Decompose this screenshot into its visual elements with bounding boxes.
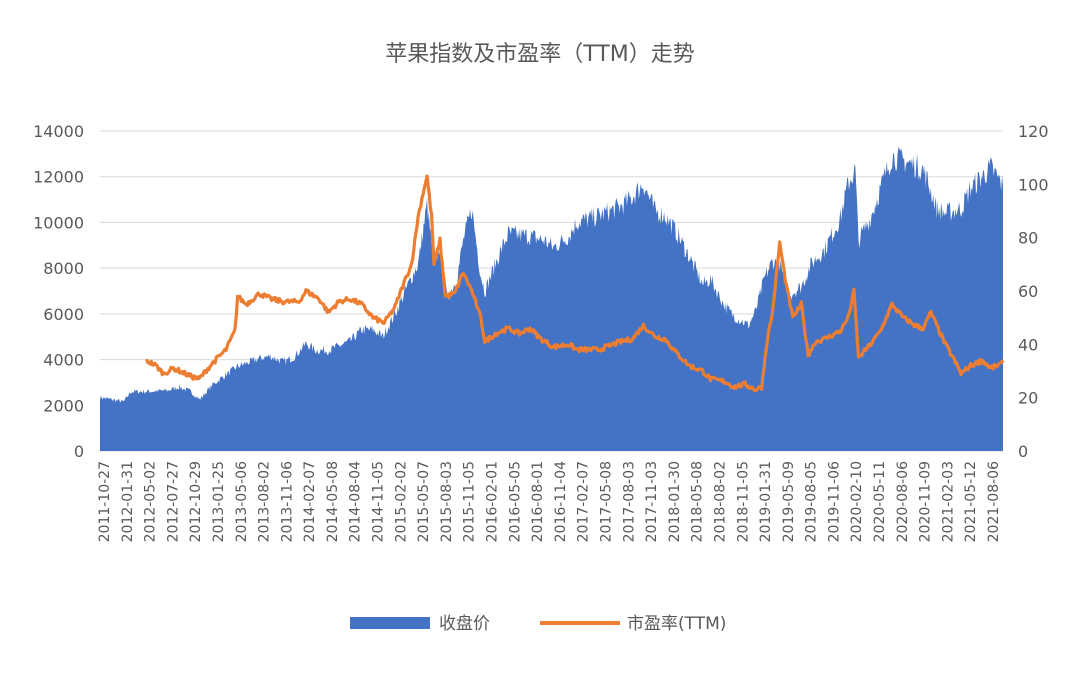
x-tick-label: 2018-05-08 (690, 461, 706, 542)
x-tick-label: 2013-08-02 (257, 461, 273, 542)
right-y-tick-label: 40 (1018, 335, 1038, 354)
x-tick-label: 2012-05-02 (143, 461, 159, 542)
legend-swatch-close-price (350, 617, 430, 629)
legend: 收盘价 市盈率(TTM) (350, 614, 726, 634)
x-tick-label: 2019-05-09 (781, 461, 797, 542)
left-y-tick-label: 8000 (43, 259, 84, 278)
left-y-tick-label: 14000 (33, 122, 84, 141)
x-tick-label: 2015-11-05 (462, 461, 478, 542)
legend-label-pe-ttm: 市盈率(TTM) (627, 614, 726, 634)
x-tick-label: 2012-07-27 (165, 461, 181, 542)
x-tick-label: 2020-11-09 (918, 461, 934, 542)
x-tick-label: 2020-02-10 (849, 461, 865, 542)
right-y-tick-label: 20 (1018, 389, 1038, 408)
left-y-tick-label: 0 (74, 442, 84, 461)
x-tick-label: 2015-02-02 (393, 461, 409, 542)
left-y-tick-label: 10000 (33, 213, 84, 232)
x-tick-label: 2021-02-03 (940, 461, 956, 542)
close-price-area (100, 146, 1003, 451)
x-tick-label: 2020-05-11 (872, 461, 888, 542)
left-y-tick-label: 2000 (43, 396, 84, 415)
pe-ttm-line-series (144, 174, 1005, 393)
x-tick-label: 2016-02-01 (485, 461, 501, 542)
right-y-tick-label: 0 (1018, 442, 1028, 461)
x-tick-label: 2021-08-06 (986, 461, 1002, 542)
x-tick-label: 2013-11-06 (279, 461, 295, 542)
left-y-axis: 0 2000 4000 6000 8000 10000 12000 14000 (33, 122, 84, 461)
x-tick-label: 2019-08-05 (804, 461, 820, 542)
x-tick-label: 2015-08-03 (439, 461, 455, 542)
chart-title: 苹果指数及市盈率（TTM）走势 (385, 42, 694, 67)
x-tick-label: 2013-05-06 (234, 461, 250, 542)
x-tick-label: 2012-01-31 (120, 461, 136, 542)
x-tick-label: 2016-05-05 (507, 461, 523, 542)
x-tick-label: 2019-01-31 (758, 461, 774, 542)
x-tick-label: 2017-11-03 (644, 461, 660, 542)
right-y-tick-label: 80 (1018, 229, 1038, 248)
x-tick-label: 2020-08-06 (895, 461, 911, 542)
x-tick-label: 2015-05-07 (416, 461, 432, 542)
x-tick-label: 2017-05-08 (599, 461, 615, 542)
x-tick-label: 2016-11-04 (553, 461, 569, 542)
x-tick-label: 2012-10-29 (188, 461, 204, 542)
pe-ttm-line (144, 174, 1005, 393)
left-y-tick-label: 6000 (43, 305, 84, 324)
left-y-tick-label: 12000 (33, 168, 84, 187)
right-y-tick-label: 60 (1018, 282, 1038, 301)
x-tick-label: 2014-11-05 (371, 461, 387, 542)
close-price-area-series (100, 146, 1003, 451)
right-y-tick-label: 100 (1018, 175, 1049, 194)
x-tick-label: 2017-08-03 (621, 461, 637, 542)
x-tick-label: 2011-10-27 (97, 461, 113, 542)
legend-label-close-price: 收盘价 (439, 614, 490, 634)
x-tick-label: 2018-01-30 (667, 461, 683, 542)
x-tick-label: 2016-08-01 (530, 461, 546, 542)
x-tick-label: 2021-05-12 (963, 461, 979, 542)
x-tick-label: 2014-08-04 (348, 461, 364, 542)
x-tick-label: 2019-11-06 (826, 461, 842, 542)
right-y-axis: 0 20 40 60 80 100 120 (1018, 122, 1049, 461)
x-tick-label: 2014-05-08 (325, 461, 341, 542)
x-tick-label: 2017-02-07 (576, 461, 592, 542)
right-y-tick-label: 120 (1018, 122, 1049, 141)
x-tick-label: 2014-02-07 (302, 461, 318, 542)
x-axis: 2011-10-27 2012-01-31 2012-05-02 2012-07-27… (97, 461, 1002, 542)
x-tick-label: 2018-11-05 (735, 461, 751, 542)
left-y-tick-label: 4000 (43, 351, 84, 370)
x-tick-label: 2018-08-02 (713, 461, 729, 542)
x-tick-label: 2013-01-25 (211, 461, 227, 542)
